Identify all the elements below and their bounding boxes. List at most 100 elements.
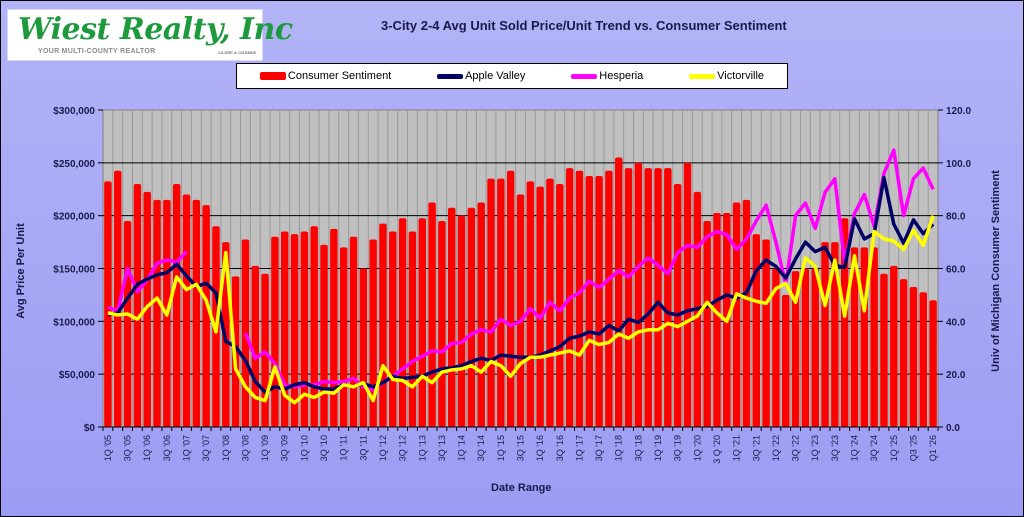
x-axis-ticks: 1Q '05 3Q '05 1Q '06 3Q '06 1Q '07 3Q '07 1Q '… [102,426,939,464]
consumer-sentiment-bar [624,168,633,427]
x-tick-label: 1Q '24 [850,435,860,461]
x-tick-label: 3Q '17 [594,435,604,461]
x-tick-label: 3Q '24 [869,435,879,461]
x-tick-label: 3Q '05 [123,435,133,461]
consumer-sentiment-bar [526,181,535,427]
y-right-tick-label: 20.0 [946,370,966,381]
consumer-sentiment-bar [320,244,328,427]
legend-swatch-hesperia [571,73,598,79]
consumer-sentiment-bar [438,220,446,427]
consumer-sentiment-bar [143,191,151,427]
x-tick-label: 1Q '09 [260,435,270,461]
consumer-sentiment-bar [929,300,937,427]
consumer-sentiment-bar [664,168,672,427]
consumer-sentiment-bar [192,199,201,427]
consumer-sentiment-bar [752,234,760,427]
consumer-sentiment-bar [811,268,819,427]
consumer-sentiment-bar [556,183,564,427]
consumer-sentiment-bar [801,268,810,427]
consumer-sentiment-bar [713,213,721,427]
consumer-sentiment-bar [271,236,279,427]
y-left-tick-label: $100,000 [53,317,95,328]
consumer-sentiment-bar [831,242,839,427]
consumer-sentiment-bar [133,183,142,427]
consumer-sentiment-bar [772,268,780,427]
consumer-sentiment-bar [654,168,662,427]
x-tick-label: 3Q '06 [162,435,172,461]
consumer-sentiment-bar [182,194,191,427]
x-tick-label: Q1 '26 [928,435,938,461]
x-tick-label: 1Q '17 [574,435,584,461]
y-axis-right-ticks: 0.0 20.0 40.0 60.0 80.0 100.0 120.0 [938,106,971,434]
y-left-tick-label: $250,000 [53,159,95,170]
x-tick-label: 1Q '14 [457,435,467,461]
y-right-tick-label: 40.0 [946,317,966,328]
x-tick-label: 1Q '05 [103,435,113,461]
x-tick-label: 3 Q '20 [712,435,722,464]
company-logo: Wiest Realty, Inc YOUR MULTI-COUNTY REAL… [7,9,293,61]
y-left-tick-label: $150,000 [53,265,95,276]
consumer-sentiment-bar [880,273,888,427]
x-tick-label: Q3 '25 [908,435,918,461]
y-right-tick-label: 80.0 [946,212,966,223]
consumer-sentiment-bar [673,183,682,427]
consumer-sentiment-bar [487,178,495,427]
legend-item-victorville: Victorville [689,70,764,82]
consumer-sentiment-bar [359,268,368,427]
y-left-tick-label: $0 [84,423,96,434]
consumer-sentiment-bar [899,279,908,427]
consumer-sentiment-bar [389,231,397,427]
consumer-sentiment-bar [791,271,800,427]
logo-tagline: YOUR MULTI-COUNTY REALTOR [38,48,156,55]
victorville-line [107,215,935,405]
x-tick-label: 1Q '19 [653,435,663,461]
consumer-sentiment-bar [762,239,770,427]
consumer-sentiment-bar [418,218,426,427]
chart-legend: Consumer Sentiment Apple Valley Hesperia… [236,63,788,89]
legend-label: Hesperia [599,70,644,82]
x-tick-label: 1Q '23 [810,435,820,461]
consumer-sentiment-bar [202,205,210,427]
y-left-tick-label: $200,000 [53,212,95,223]
consumer-sentiment-bar [251,265,259,427]
x-tick-label: 1Q '10 [299,435,309,461]
consumer-sentiment-bar [703,220,711,427]
consumer-sentiment-bar [742,199,751,427]
consumer-sentiment-bar [536,186,544,427]
x-tick-label: 3Q '22 [791,435,801,461]
consumer-sentiment-bar [840,218,849,427]
consumer-sentiment-bar [369,239,377,427]
x-tick-label: 1Q '12 [378,435,388,461]
y-right-tick-label: 0.0 [946,423,960,434]
apple-valley-line [107,175,935,394]
x-tick-label: 3Q '23 [830,435,840,461]
x-tick-label: 3Q '18 [633,435,643,461]
x-tick-label: 1Q '18 [614,435,624,461]
x-tick-label: 3Q '08 [240,435,250,461]
x-tick-label: 3Q '10 [319,435,329,461]
legend-item-consumer-sentiment: Consumer Sentiment [259,70,391,82]
chart-title: 3-City 2-4 Avg Unit Sold Price/Unit Tren… [381,18,787,33]
consumer-sentiment-bar [300,231,309,427]
y-right-tick-label: 60.0 [946,265,966,276]
legend-item-hesperia: Hesperia [571,70,643,82]
x-tick-label: 1Q '06 [142,435,152,461]
legend-item-apple-valley: Apple Valley [437,70,525,82]
consumer-sentiment-bar [477,202,485,427]
legend-label: Apple Valley [465,70,526,82]
x-tick-label: 3Q '07 [201,435,211,461]
consumer-sentiment-bar [870,247,878,427]
consumer-sentiment-bar [398,218,407,427]
x-tick-label: 3Q '12 [398,435,408,461]
consumer-sentiment-bar [467,207,476,427]
consumer-sentiment-bar [114,170,122,427]
logo-name: Wiest Realty, Inc [18,12,293,47]
x-tick-label: 3Q '19 [673,435,683,461]
x-tick-label: 1Q '21 [732,435,742,461]
x-tick-label: 3Q '09 [280,435,290,461]
x-tick-label: 3Q '16 [555,435,565,461]
consumer-sentiment-bar [585,176,593,427]
logo-license: CA DRE #: 01183800 [218,50,256,55]
consumer-sentiment-bar [310,226,318,427]
